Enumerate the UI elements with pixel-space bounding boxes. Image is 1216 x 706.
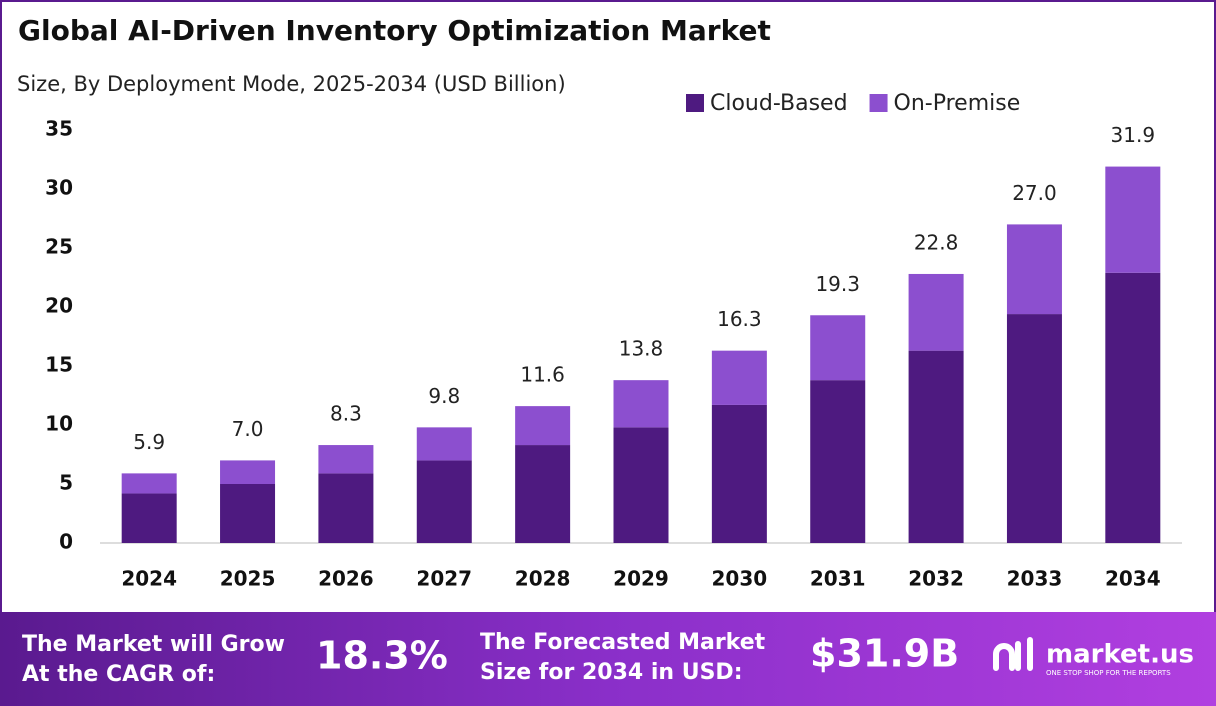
bar-segment [1006,224,1062,315]
y-tick-label: 10 [45,412,73,436]
bar-segment [613,380,669,428]
bar-segment [121,493,177,543]
x-tick-label: 2026 [318,567,374,591]
bar-segment [613,427,669,543]
x-tick-label: 2031 [810,567,866,591]
legend-label: On-Premise [894,91,1021,116]
forecast-text: Size for 2034 in USD: [480,660,743,685]
bar-segment [318,445,374,474]
total-label: 9.8 [428,384,460,408]
total-label: 16.3 [717,307,762,331]
total-label: 8.3 [330,402,362,426]
bar-segment [711,350,767,405]
legend-label: Cloud-Based [710,91,848,116]
x-tick-label: 2027 [416,567,472,591]
cagr-text: The Market will Grow [22,632,285,657]
bar-segment [810,380,866,543]
x-tick-label: 2024 [121,567,177,591]
bar-segment [711,404,767,543]
bar-segment [220,484,276,543]
total-label: 7.0 [232,417,264,441]
cagr-value: 18.3% [316,634,448,678]
y-tick-label: 20 [45,294,73,318]
x-tick-label: 2030 [712,567,768,591]
y-tick-label: 30 [45,176,73,200]
forecast-value: $31.9B [810,632,959,676]
x-tick-label: 2033 [1007,567,1063,591]
legend-swatch [686,94,704,112]
bar-segment [121,473,177,494]
brand: market.us [1046,640,1194,670]
cagr-text: At the CAGR of: [22,662,215,687]
y-tick-label: 0 [59,530,73,554]
chart-subtitle: Size, By Deployment Mode, 2025-2034 (USD… [17,72,566,96]
x-tick-label: 2029 [613,567,669,591]
y-tick-label: 35 [45,117,73,141]
total-label: 22.8 [914,230,959,254]
bar-segment [810,315,866,381]
footer-band [0,612,1216,706]
bar-segment [416,460,472,543]
total-label: 11.6 [520,363,565,387]
y-tick-label: 25 [45,235,73,259]
legend-swatch [869,94,888,112]
x-tick-label: 2034 [1105,567,1161,591]
tagline: ONE STOP SHOP FOR THE REPORTS [1046,669,1171,677]
total-label: 27.0 [1012,181,1057,205]
bar-segment [908,273,964,351]
total-label: 13.8 [619,337,664,361]
bar-segment [1006,314,1062,543]
bar-segment [515,445,571,543]
bar-segment [1105,166,1161,273]
bar-segment [220,460,276,484]
legend: Cloud-Based On-Premise [686,91,1020,116]
footer: The Market will Grow At the CAGR of: 18.… [22,630,1194,687]
bar-segment [1105,272,1161,543]
y-tick-label: 15 [45,353,73,377]
bar-segment [515,406,571,446]
bar-segment [908,350,964,543]
y-tick-label: 5 [59,471,73,495]
x-tick-label: 2028 [515,567,571,591]
chart-title: Global AI-Driven Inventory Optimization … [18,14,771,47]
x-tick-label: 2025 [220,567,276,591]
total-label: 31.9 [1111,123,1156,147]
total-label: 5.9 [133,430,165,454]
bar-segment [416,427,472,461]
forecast-text: The Forecasted Market [480,630,766,655]
bar-segment [318,473,374,543]
total-label: 19.3 [815,272,860,296]
brand-logo [993,637,1033,671]
x-tick-label: 2032 [908,567,964,591]
